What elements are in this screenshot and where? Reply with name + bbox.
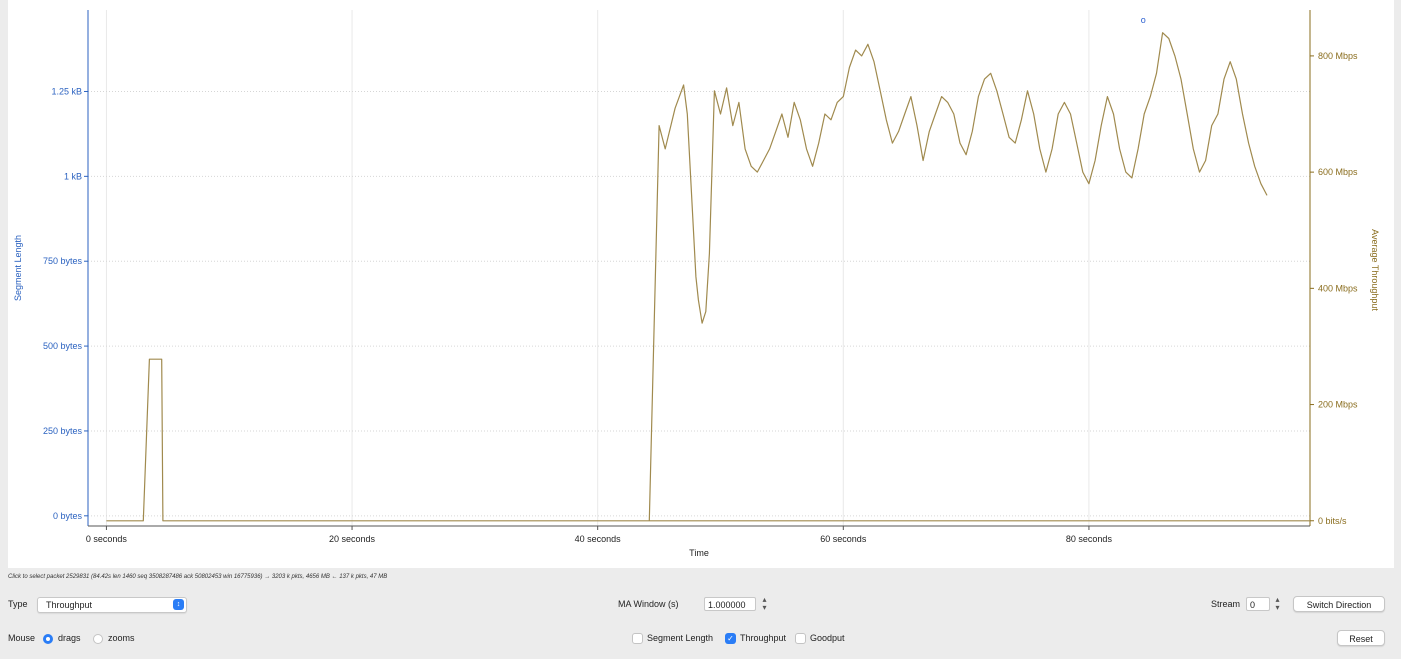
type-select[interactable]: Throughput ↕ <box>37 597 187 613</box>
stream-input[interactable]: 0 <box>1246 597 1270 611</box>
status-text: Click to select packet 2529831 (84.42s l… <box>8 574 388 580</box>
chevron-updown-icon: ↕ <box>173 599 184 610</box>
zooms-label[interactable]: zooms <box>108 633 135 643</box>
goodput-label[interactable]: Goodput <box>810 633 845 643</box>
segment-length-checkbox[interactable] <box>632 633 643 644</box>
right-tick-label: 800 Mbps <box>1318 51 1358 61</box>
left-tick-label: 0 bytes <box>53 511 83 521</box>
left-axis-label: Segment Length <box>13 235 23 301</box>
segment-length-label[interactable]: Segment Length <box>647 633 714 643</box>
drags-radio[interactable] <box>43 634 53 644</box>
controls-row-1: Type Throughput ↕ MA Window (s) 1.000000… <box>0 594 1401 616</box>
drags-label[interactable]: drags <box>58 633 81 643</box>
ma-window-label: MA Window (s) <box>618 599 679 609</box>
right-axis-label: Average Throughput <box>1370 229 1380 311</box>
throughput-label[interactable]: Throughput <box>740 633 787 643</box>
stream-stepper[interactable]: ▴ ▾ <box>1275 595 1280 612</box>
x-tick-label: 0 seconds <box>86 534 128 544</box>
zooms-radio[interactable] <box>93 634 103 644</box>
graph-panel[interactable]: 0 seconds 20 seconds 40 seconds 60 seconds 8… <box>8 0 1394 568</box>
right-tick-label: 600 Mbps <box>1318 167 1358 177</box>
selected-packet-marker: o <box>1141 15 1146 25</box>
x-tick-label: 60 seconds <box>820 534 867 544</box>
ma-window-input[interactable]: 1.000000 <box>704 597 756 611</box>
x-tick-label: 40 seconds <box>575 534 622 544</box>
stream-label: Stream <box>1211 599 1241 609</box>
right-tick-label: 400 Mbps <box>1318 283 1358 293</box>
controls-row-2: Mouse drags zooms Segment Length ✓ Throu… <box>0 628 1401 650</box>
left-tick-label: 750 bytes <box>43 256 83 266</box>
tcp-throughput-graph[interactable]: 0 seconds 20 seconds 40 seconds 60 seconds 8… <box>8 0 1394 568</box>
x-axis-label: Time <box>689 548 709 558</box>
throughput-line-main <box>648 32 1268 521</box>
x-tick-label: 20 seconds <box>329 534 376 544</box>
type-label: Type <box>8 599 28 609</box>
x-tick-label: 80 seconds <box>1066 534 1113 544</box>
left-tick-label: 1.25 kB <box>51 86 82 96</box>
throughput-checkbox[interactable]: ✓ <box>725 633 736 644</box>
type-select-value: Throughput <box>46 600 93 610</box>
left-tick-label: 1 kB <box>64 171 82 181</box>
right-tick-label: 0 bits/s <box>1318 516 1347 526</box>
left-tick-label: 250 bytes <box>43 426 83 436</box>
ma-window-stepper[interactable]: ▴ ▾ <box>762 595 767 612</box>
left-tick-label: 500 bytes <box>43 341 83 351</box>
mouse-label: Mouse <box>8 633 36 643</box>
goodput-checkbox[interactable] <box>795 633 806 644</box>
reset-button[interactable]: Reset <box>1337 630 1385 646</box>
switch-direction-button[interactable]: Switch Direction <box>1293 596 1385 612</box>
right-tick-label: 200 Mbps <box>1318 400 1358 410</box>
throughput-line-early <box>106 358 1310 522</box>
